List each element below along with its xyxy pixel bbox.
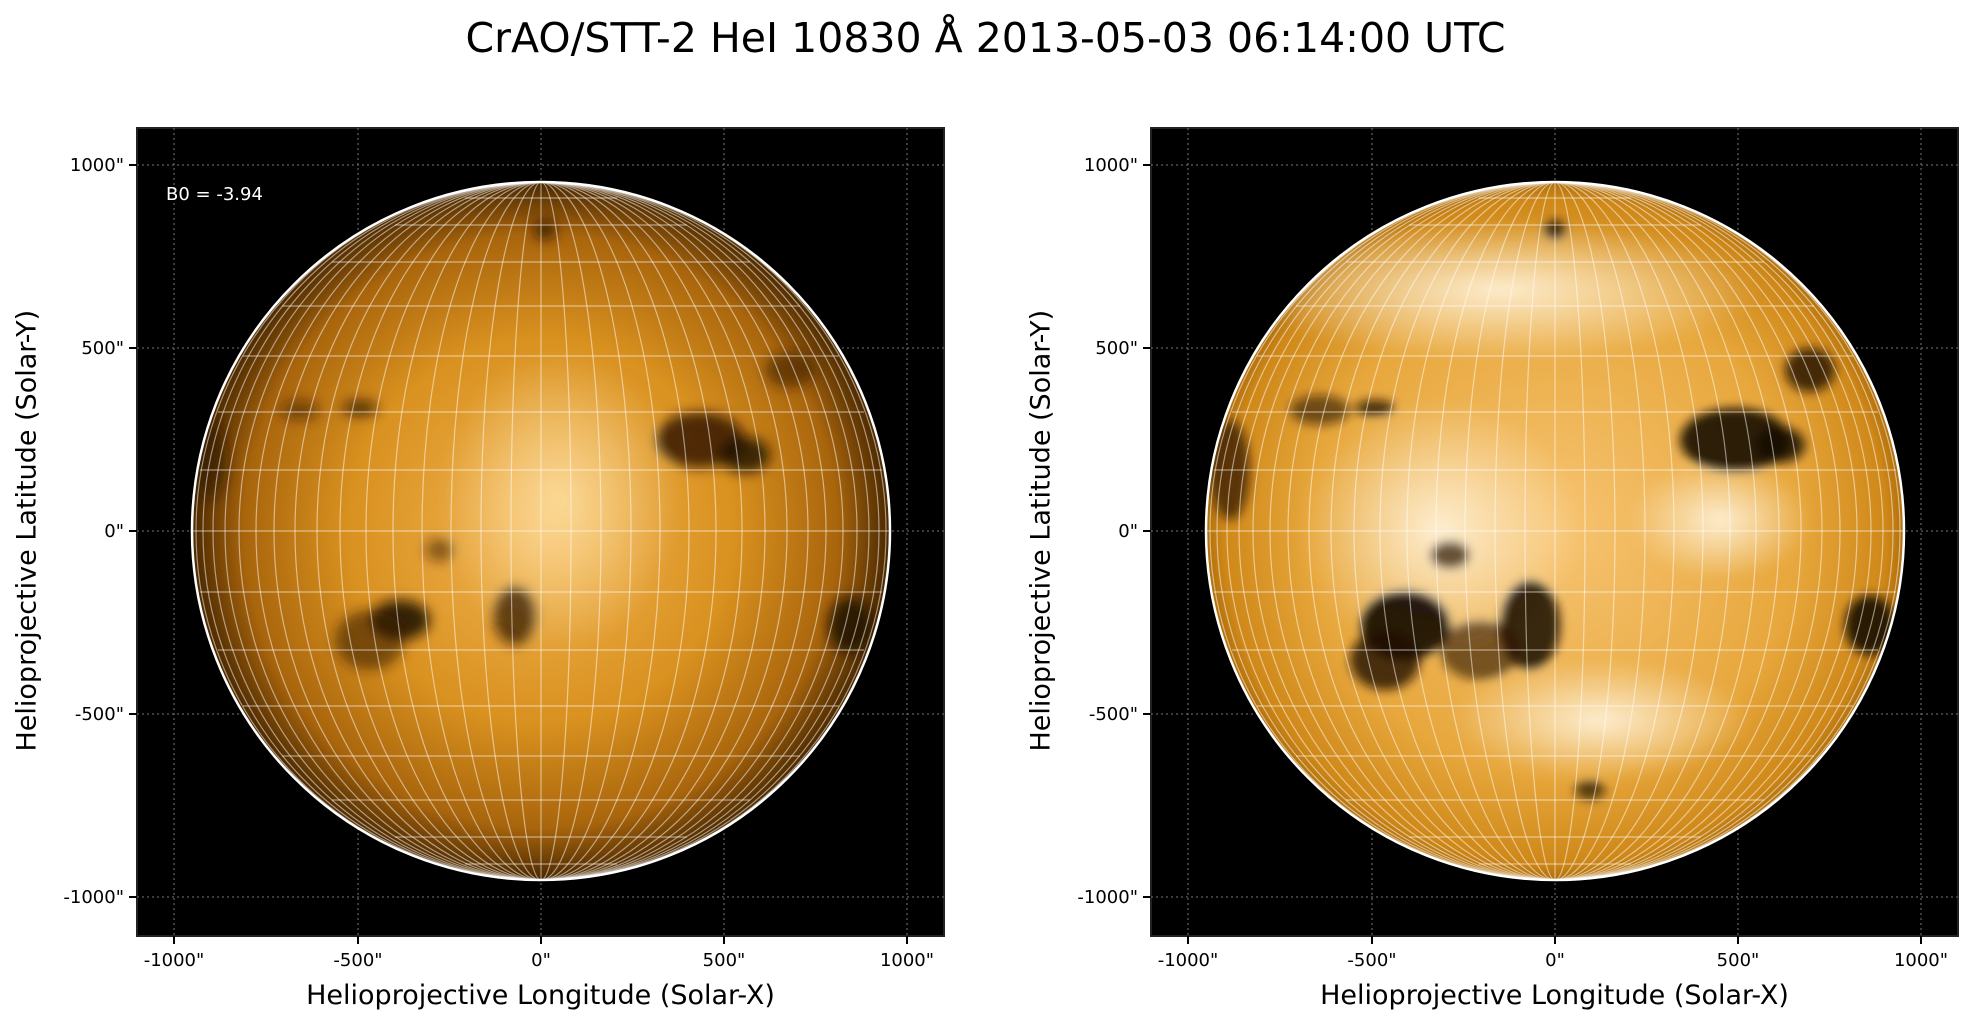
b0-annotation: B0 = -3.94: [166, 184, 263, 205]
y-tick-label: 500": [81, 338, 124, 359]
right-y-axis-label: Helioprojective Latitude (Solar-Y): [1025, 309, 1057, 752]
left-heliographic-grid: [192, 182, 890, 880]
y-tick-label: 1000": [70, 155, 124, 176]
y-tick-label: 0": [104, 521, 124, 542]
x-tick-label: -1000": [1158, 950, 1219, 971]
right-limb-outline: [1204, 180, 1906, 882]
figure-title: CrAO/STT-2 HeI 10830 Å 2013-05-03 06:14:…: [465, 14, 1506, 62]
y-tick-label: -1000": [63, 887, 124, 908]
y-tick-label: -500": [1089, 704, 1138, 725]
x-tick-label: 500": [1717, 950, 1760, 971]
x-tick-label: 0": [1545, 950, 1565, 971]
x-tick-label: -500": [333, 950, 382, 971]
left-limb-outline: [190, 180, 892, 882]
x-tick-label: 500": [703, 950, 746, 971]
x-tick-label: -500": [1347, 950, 1396, 971]
y-tick-label: 1000": [1084, 155, 1138, 176]
left-x-axis-label: Helioprojective Longitude (Solar-X): [306, 980, 775, 1011]
right-x-axis-label: Helioprojective Longitude (Solar-X): [1320, 980, 1789, 1011]
y-tick-label: 0": [1118, 521, 1138, 542]
x-tick-label: -1000": [144, 950, 205, 971]
y-tick-label: -500": [75, 704, 124, 725]
y-tick-label: 500": [1095, 338, 1138, 359]
right-heliographic-grid: [1206, 182, 1904, 880]
x-tick-label: 0": [531, 950, 551, 971]
x-tick-label: 1000": [880, 950, 934, 971]
x-tick-label: 1000": [1894, 950, 1948, 971]
y-tick-label: -1000": [1077, 887, 1138, 908]
